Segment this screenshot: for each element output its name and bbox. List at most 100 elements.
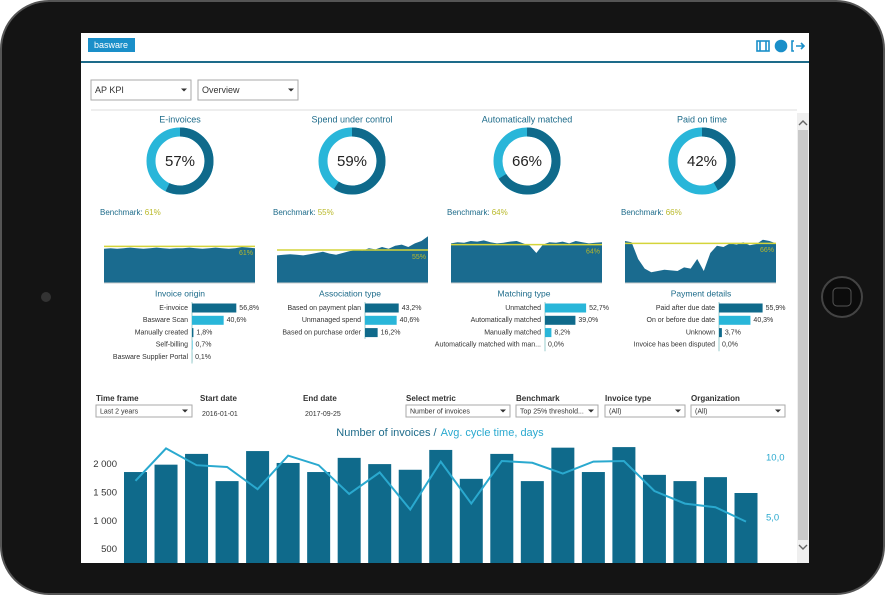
dropdown-value: Top 25% threshold... [520,408,584,415]
row-value: 40,3% [753,317,773,324]
benchmark-line-label: 55% [412,254,426,261]
row-label: On or before due date [647,317,716,324]
row-label: E-invoice [159,305,188,312]
line [134,447,747,523]
dropdown-arrow [675,409,681,413]
bar [337,457,361,563]
bar [185,453,209,563]
row-label: Paid after due date [656,305,715,312]
row-bar [719,328,722,338]
dropdown-arrow [182,409,188,413]
film-icon[interactable] [756,40,770,52]
y-tick-label: 1 000 [93,516,117,527]
scroll-thumb[interactable] [798,130,808,540]
row-label: Basware Scan [143,317,188,324]
filter-label: Invoice type [605,394,652,403]
row-label: Based on payment plan [287,305,361,312]
kpi-title: Spend under control [311,114,392,124]
bar [734,493,758,563]
filter-label: Start date [200,394,237,403]
row-label: Invoice has been disputed [634,342,715,349]
dropdown[interactable] [95,404,193,418]
row-value: 0,0% [722,342,738,349]
dropdown-value: AP KPI [95,85,124,95]
kpi-value: 57% [165,153,195,170]
row-value: 1,8% [196,329,212,336]
dropdown-arrow [288,88,294,92]
row-label: Unmanaged spend [302,317,361,324]
row-label: Unknown [686,329,715,336]
row-value: 16,2% [381,329,401,336]
row-bar [365,328,378,338]
benchmark-line-label: 64% [586,248,600,255]
benchmark-text: Benchmark: 55% [273,208,334,217]
bar [490,453,514,563]
home-button[interactable] [821,276,863,318]
row-label: Unmatched [505,305,541,312]
row-label: Manually created [135,329,188,336]
trend-area [104,247,255,283]
dropdown[interactable] [604,404,686,418]
row-value: 3,7% [725,329,741,336]
bar [398,469,422,563]
benchmark-text: Benchmark: 61% [100,208,161,217]
row-value: 56,8% [239,305,259,312]
bar [368,464,392,563]
dropdown-value: (All) [695,408,707,415]
row-label: Basware Supplier Portal [113,354,189,361]
filter-label: Benchmark [516,394,560,403]
help-icon[interactable] [774,39,788,53]
exit-icon[interactable] [791,40,806,52]
scroll-arrows[interactable] [798,120,808,550]
bar [642,474,666,563]
trend-area [625,239,776,283]
row-label: Self-billing [156,342,188,349]
dropdown[interactable] [197,79,299,101]
camera [41,292,51,302]
bar [612,447,636,563]
dropdown[interactable] [405,404,511,418]
benchmark-line-label: 66% [760,247,774,254]
benchmark-caption: Benchmark: [273,208,316,217]
row-bar [545,328,552,338]
benchmark-value: 55% [318,208,334,217]
dropdown-value: Overview [202,85,240,95]
logo-box[interactable] [88,38,135,52]
filter-label: Select metric [406,394,456,403]
row-bar [719,303,763,313]
dropdown-arrow [588,409,594,413]
filter-label: Time frame [96,394,139,403]
benchmark-value: 61% [145,208,161,217]
benchmark-value: 64% [492,208,508,217]
dropdown[interactable] [90,79,192,101]
header-icons [756,39,806,53]
bar [703,477,727,563]
bar [459,478,483,563]
row-bar [192,328,194,338]
kpi-value: 66% [512,153,542,170]
benchmark-caption: Benchmark: [621,208,664,217]
row-label: Automatically matched [471,317,542,324]
y-tick-label: 1 500 [93,488,117,499]
row-value: 0,7% [196,342,212,349]
bar [429,449,453,563]
bar [581,472,605,563]
bar [520,481,544,563]
row-value: 43,2% [402,305,422,312]
dropdown[interactable] [515,404,599,418]
bar [551,447,575,563]
row-bar [545,303,587,313]
y-tick-label: 500 [101,544,117,555]
kpi-title: Automatically matched [482,114,573,124]
dropdown[interactable] [690,404,786,418]
benchmark-text: Benchmark: 64% [447,208,508,217]
row-bar [192,303,237,313]
bar [276,462,300,563]
benchmark-line-label: 61% [239,250,253,257]
dropdown-arrow [775,409,781,413]
row-label: Manually matched [484,329,541,336]
trend-area [451,240,602,283]
breakdown-title: Payment details [671,288,731,298]
benchmark-caption: Benchmark: [100,208,143,217]
